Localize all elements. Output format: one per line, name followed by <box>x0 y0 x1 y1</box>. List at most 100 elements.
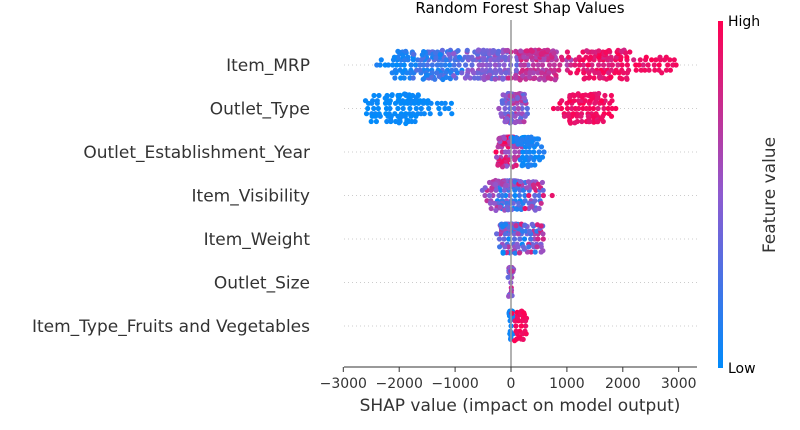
shap-point <box>410 75 416 81</box>
shap-point <box>526 228 533 234</box>
shap-point <box>522 205 528 212</box>
shap-point <box>587 74 593 80</box>
colorbar: High Low Feature value <box>718 14 780 377</box>
shap-point <box>618 54 624 60</box>
shap-point <box>494 154 500 160</box>
shap-point <box>564 62 570 68</box>
shap-point <box>574 70 580 76</box>
shap-point <box>673 62 679 68</box>
shap-point <box>499 98 505 104</box>
shap-point <box>536 149 542 155</box>
shap-point <box>371 92 377 99</box>
shap-point <box>503 149 509 155</box>
shap-point <box>402 57 408 63</box>
shap-point <box>525 138 531 144</box>
x-tick-label: −3000 <box>320 376 367 392</box>
shap-point <box>474 70 480 76</box>
shap-point <box>568 62 574 68</box>
shap-point <box>586 119 592 125</box>
shap-point <box>601 105 607 112</box>
x-tick-label: 0 <box>507 376 516 392</box>
shap-point <box>479 67 485 73</box>
shap-point <box>522 198 528 204</box>
x-tick-label: −2000 <box>376 376 423 392</box>
shap-point <box>413 105 419 112</box>
shap-point <box>624 76 630 82</box>
shap-point <box>496 135 502 142</box>
shap-point <box>442 105 448 112</box>
shap-point <box>442 62 448 68</box>
x-tick-label: 1000 <box>549 376 585 392</box>
feature-label: Item_Type_Fruits and Vegetables <box>32 317 310 337</box>
shap-point <box>557 62 563 68</box>
shap-point <box>493 70 499 76</box>
shap-point <box>403 120 409 127</box>
shap-point <box>498 111 504 117</box>
shap-point <box>665 62 671 68</box>
shap-point <box>545 47 551 53</box>
shap-point <box>561 113 568 119</box>
shap-point <box>594 95 601 101</box>
shap-point <box>538 200 544 206</box>
shap-point <box>400 105 406 112</box>
shap-point <box>482 192 488 199</box>
shap-point <box>410 51 417 57</box>
shap-point <box>520 336 526 342</box>
shap-point <box>374 62 380 68</box>
shap-point <box>375 105 381 112</box>
shap-point <box>486 192 493 199</box>
shap-point <box>615 62 621 68</box>
shap-point <box>596 62 602 68</box>
shap-point <box>549 192 555 199</box>
feature-rows: Item_MRP Outlet_Type Outlet_Establishment_… <box>32 56 697 337</box>
shap-point <box>528 134 534 140</box>
shap-point <box>520 73 526 79</box>
shap-point <box>514 206 520 212</box>
shap-point <box>589 62 595 68</box>
shap-point <box>585 62 591 68</box>
shap-point <box>536 192 542 199</box>
shap-point <box>464 47 470 53</box>
shap-point <box>522 192 528 199</box>
shap-point <box>572 105 579 112</box>
shap-point <box>514 95 521 101</box>
shap-point <box>516 334 523 340</box>
shap-point <box>590 49 596 55</box>
shap-point <box>535 181 541 187</box>
shap-point <box>469 62 475 68</box>
shap-point <box>515 105 521 112</box>
shap-point <box>535 70 541 76</box>
shap-point <box>553 72 559 79</box>
shap-point <box>523 323 529 329</box>
shap-point <box>513 223 519 229</box>
shap-point <box>500 250 506 256</box>
shap-point <box>540 236 546 242</box>
shap-point <box>519 137 525 143</box>
shap-point <box>476 62 482 68</box>
shap-point <box>571 92 578 99</box>
shap-point <box>618 48 625 54</box>
shap-point <box>656 62 662 68</box>
shap-point <box>608 113 615 119</box>
shap-point <box>539 179 546 186</box>
x-axis: −3000 −2000 −1000 0 1000 2000 3000 <box>320 366 697 392</box>
shap-point <box>419 52 425 58</box>
shap-point <box>598 116 605 122</box>
shap-point <box>451 62 457 68</box>
colorbar-title: Feature value <box>760 137 780 253</box>
shap-point <box>434 100 440 106</box>
shap-point <box>517 236 523 242</box>
shap-point <box>532 198 538 204</box>
shap-point <box>389 70 395 76</box>
shap-point <box>492 62 498 68</box>
shap-point <box>496 236 503 242</box>
shap-point <box>487 62 493 68</box>
shap-point <box>387 105 393 112</box>
shap-point <box>579 93 585 99</box>
shap-point <box>390 62 396 68</box>
shap-point <box>485 74 491 80</box>
shap-point <box>495 162 501 168</box>
shap-point <box>551 50 557 56</box>
shap-point <box>442 100 448 106</box>
shap-point <box>437 111 443 117</box>
